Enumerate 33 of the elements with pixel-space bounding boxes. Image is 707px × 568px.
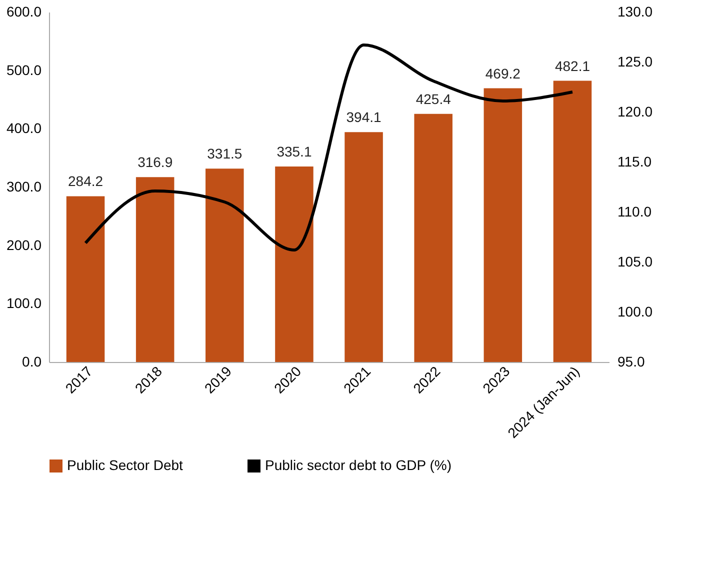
data-label: 335.1 bbox=[276, 144, 312, 160]
bar bbox=[206, 168, 244, 362]
legend-label: Public Sector Debt bbox=[67, 457, 184, 473]
y-tick-label: 300.0 bbox=[6, 178, 42, 194]
data-label: 425.4 bbox=[416, 90, 452, 107]
data-label: 316.9 bbox=[138, 154, 173, 170]
y2-tick-label: 100.0 bbox=[618, 304, 653, 320]
y2-tick-label: 120.0 bbox=[618, 104, 653, 120]
data-label: 482.1 bbox=[554, 58, 590, 74]
legend-label: Public sector debt to GDP (%) bbox=[265, 457, 452, 473]
bar bbox=[136, 177, 174, 362]
y2-tick-label: 125.0 bbox=[618, 54, 653, 70]
data-label: 331.5 bbox=[207, 146, 242, 162]
y-tick-label: 0.0 bbox=[22, 354, 42, 370]
bar bbox=[414, 114, 452, 362]
y-tick-label: 400.0 bbox=[6, 120, 42, 136]
data-label: 284.2 bbox=[68, 173, 104, 190]
y2-tick-label: 130.0 bbox=[618, 4, 653, 20]
y2-tick-label: 110.0 bbox=[618, 204, 652, 220]
bar bbox=[484, 88, 522, 362]
data-label: 469.2 bbox=[485, 65, 521, 82]
y-tick-label: 100.0 bbox=[6, 295, 42, 312]
data-label: 394.1 bbox=[346, 109, 382, 126]
bar bbox=[275, 166, 314, 362]
y2-tick-label: 115.0 bbox=[618, 154, 652, 170]
y2-tick-label: 105.0 bbox=[618, 254, 653, 270]
bar bbox=[66, 196, 105, 362]
bar bbox=[344, 132, 383, 362]
y-tick-label: 600.0 bbox=[6, 4, 42, 20]
bar bbox=[553, 80, 592, 362]
y-tick-label: 200.0 bbox=[6, 236, 42, 253]
y2-tick-label: 95.0 bbox=[618, 354, 645, 370]
y-tick-label: 500.0 bbox=[6, 62, 42, 78]
